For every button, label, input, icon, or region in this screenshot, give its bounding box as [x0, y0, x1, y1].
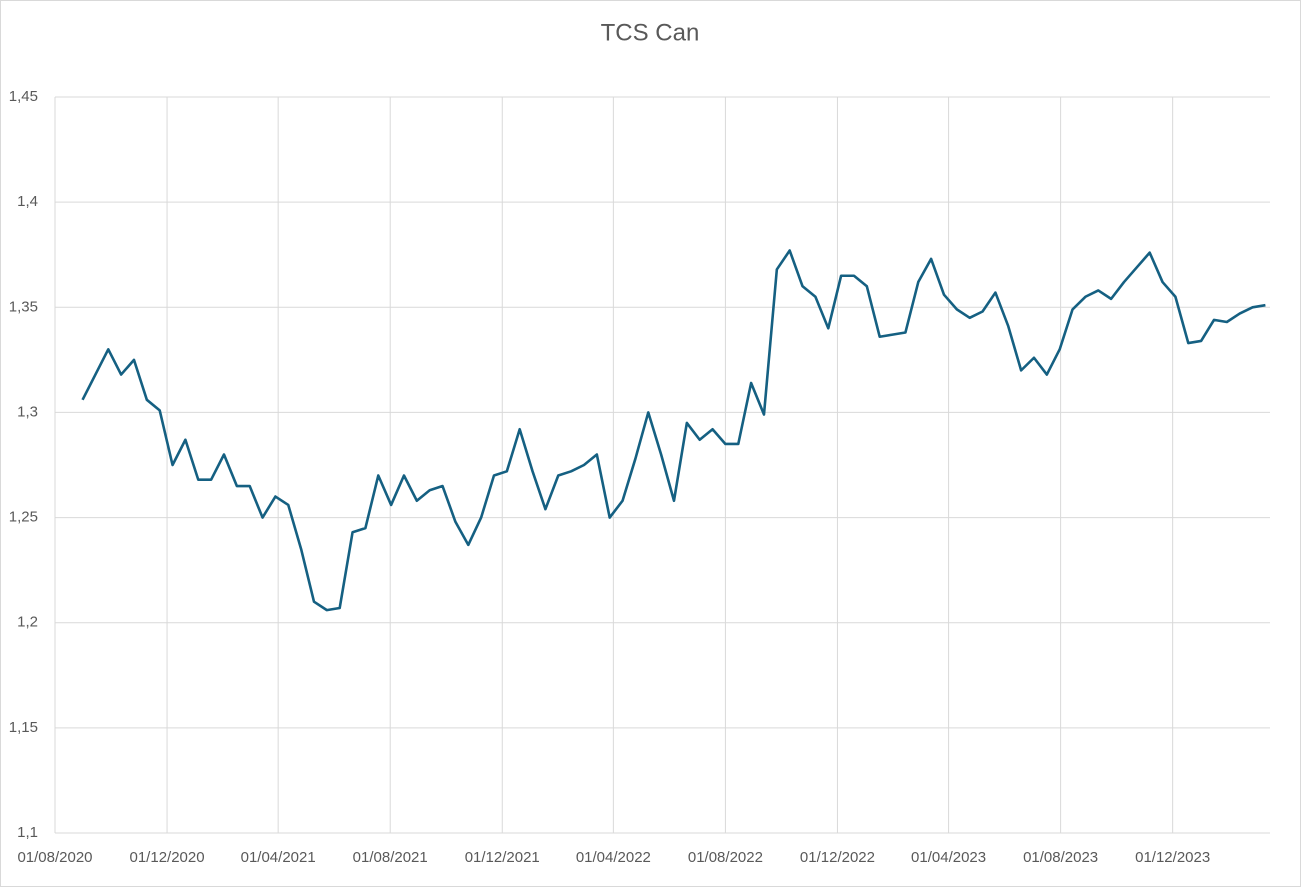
chart-title: TCS Can	[601, 19, 700, 46]
x-tick-label: 01/12/2023	[1135, 849, 1210, 866]
x-tick-label: 01/12/2020	[130, 849, 205, 866]
y-tick-label: 1,2	[17, 614, 38, 631]
y-tick-label: 1,25	[9, 509, 38, 526]
x-tick-label: 01/12/2021	[465, 849, 540, 866]
y-tick-label: 1,35	[9, 298, 38, 315]
x-tick-label: 01/12/2022	[800, 849, 875, 866]
data-line	[81, 249, 1266, 612]
y-tick-label: 1,3	[17, 403, 38, 420]
y-tick-label: 1,45	[9, 88, 38, 105]
y-tick-label: 1,1	[17, 824, 38, 841]
x-tick-label: 01/04/2023	[911, 849, 986, 866]
x-tick-label: 01/04/2021	[241, 849, 316, 866]
x-tick-label: 01/08/2022	[688, 849, 763, 866]
y-tick-label: 1,4	[17, 193, 38, 210]
x-tick-label: 01/08/2020	[17, 849, 92, 866]
x-tick-label: 01/08/2021	[353, 849, 428, 866]
y-tick-label: 1,15	[9, 719, 38, 736]
x-tick-label: 01/04/2022	[576, 849, 651, 866]
x-tick-label: 01/08/2023	[1023, 849, 1098, 866]
